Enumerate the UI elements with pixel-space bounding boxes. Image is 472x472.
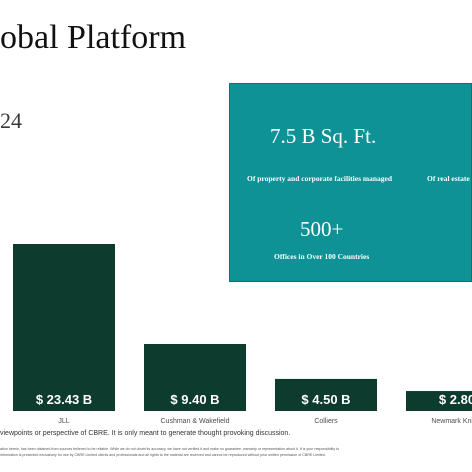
page-subtitle: 24 [0, 108, 22, 133]
category-label-1: Cushman & Wakefield [161, 418, 230, 425]
bar-value-label-0: $ 23.43 B [36, 392, 92, 407]
disclaimer-line-1: ation herein, has been obtained from sou… [0, 447, 340, 451]
stat-sqft-caption: Of property and corporate facilities man… [247, 174, 393, 183]
category-label-0: JLL [58, 418, 69, 425]
category-label-2: Colliers [314, 418, 338, 425]
bar-value-label-3: $ 2.80 [439, 392, 472, 407]
stats-panel: 7.5 B Sq. Ft. Of property and corporate … [229, 83, 472, 282]
bar-2 [275, 378, 377, 411]
bar-value-label-2: $ 4.50 B [301, 392, 350, 407]
bar-1 [144, 344, 246, 411]
stat-real-estate-caption: Of real estate [427, 174, 470, 183]
bar-3 [406, 391, 472, 411]
category-label-3: Newmark Knight [431, 418, 472, 425]
bar-value-label-1: $ 9.40 B [170, 392, 219, 407]
bar-0 [13, 244, 115, 411]
stat-sqft-value: 7.5 B Sq. Ft. [270, 124, 377, 148]
disclaimer: ation herein, has been obtained from sou… [0, 446, 472, 458]
stat-offices-caption: Offices in Over 100 Countries [274, 252, 370, 261]
page-title: obal Platform [0, 19, 187, 56]
disclaimer-line-2: information is presented exclusively for… [0, 453, 326, 457]
footnote: viewpoints or perspective of CBRE. It is… [0, 430, 291, 437]
stat-offices-value: 500+ [300, 217, 344, 241]
